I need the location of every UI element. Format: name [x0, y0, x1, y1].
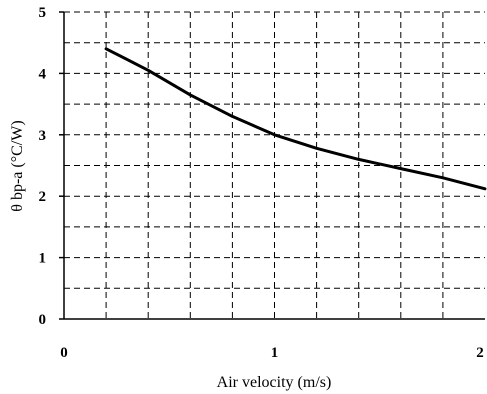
y-tick-label: 2: [39, 189, 47, 205]
y-tick-label: 5: [39, 5, 47, 21]
x-tick-label: 2: [476, 345, 484, 361]
y-tick-label: 3: [39, 128, 47, 144]
x-axis-label: Air velocity (m/s): [217, 374, 332, 391]
x-tick-label: 0: [60, 345, 68, 361]
y-axis-label: θ bp-a (°C/W): [9, 120, 26, 211]
y-tick-label: 0: [39, 312, 47, 328]
y-tick-label: 1: [39, 251, 47, 267]
x-tick-label: 1: [271, 345, 279, 361]
y-tick-label: 4: [39, 66, 47, 82]
